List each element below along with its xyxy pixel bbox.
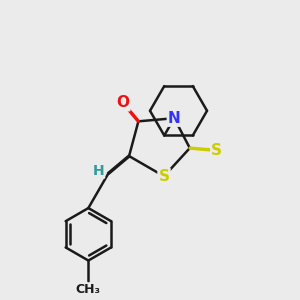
Text: N: N xyxy=(168,111,181,126)
Text: CH₃: CH₃ xyxy=(76,284,101,296)
Text: S: S xyxy=(158,169,169,184)
Text: S: S xyxy=(211,143,222,158)
Text: H: H xyxy=(92,164,104,178)
Text: O: O xyxy=(116,95,129,110)
